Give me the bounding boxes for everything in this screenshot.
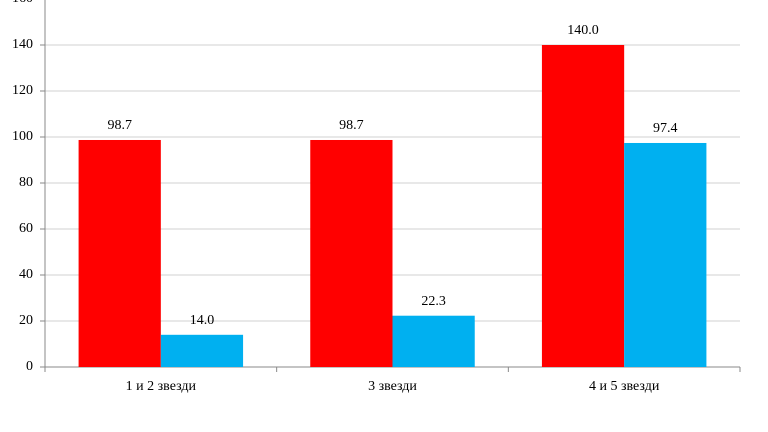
- value-label: 140.0: [567, 23, 599, 38]
- bar: [160, 334, 244, 367]
- bar: [310, 139, 393, 367]
- y-tick-label: 40: [19, 267, 33, 282]
- bar: [624, 142, 707, 367]
- value-label: 14.0: [190, 313, 215, 328]
- y-tick-label: 120: [12, 83, 33, 98]
- value-label: 98.7: [107, 118, 132, 133]
- y-tick-label: 80: [19, 175, 33, 190]
- bar: [78, 139, 161, 367]
- x-tick-label: 1 и 2 звезди: [126, 379, 197, 394]
- value-label: 98.7: [339, 118, 364, 133]
- y-tick-label: 160: [12, 0, 33, 6]
- value-label: 22.3: [421, 294, 446, 309]
- y-tick-label: 60: [19, 221, 33, 236]
- y-tick-label: 20: [19, 313, 33, 328]
- bar: [541, 45, 625, 367]
- x-tick-label: 4 и 5 звезди: [589, 379, 660, 394]
- y-tick-label: 140: [12, 37, 33, 52]
- bar: [392, 315, 475, 367]
- value-label: 97.4: [653, 121, 678, 136]
- y-tick-label: 100: [12, 129, 33, 144]
- x-tick-label: 3 звезди: [368, 379, 417, 394]
- y-tick-label: 0: [26, 359, 33, 374]
